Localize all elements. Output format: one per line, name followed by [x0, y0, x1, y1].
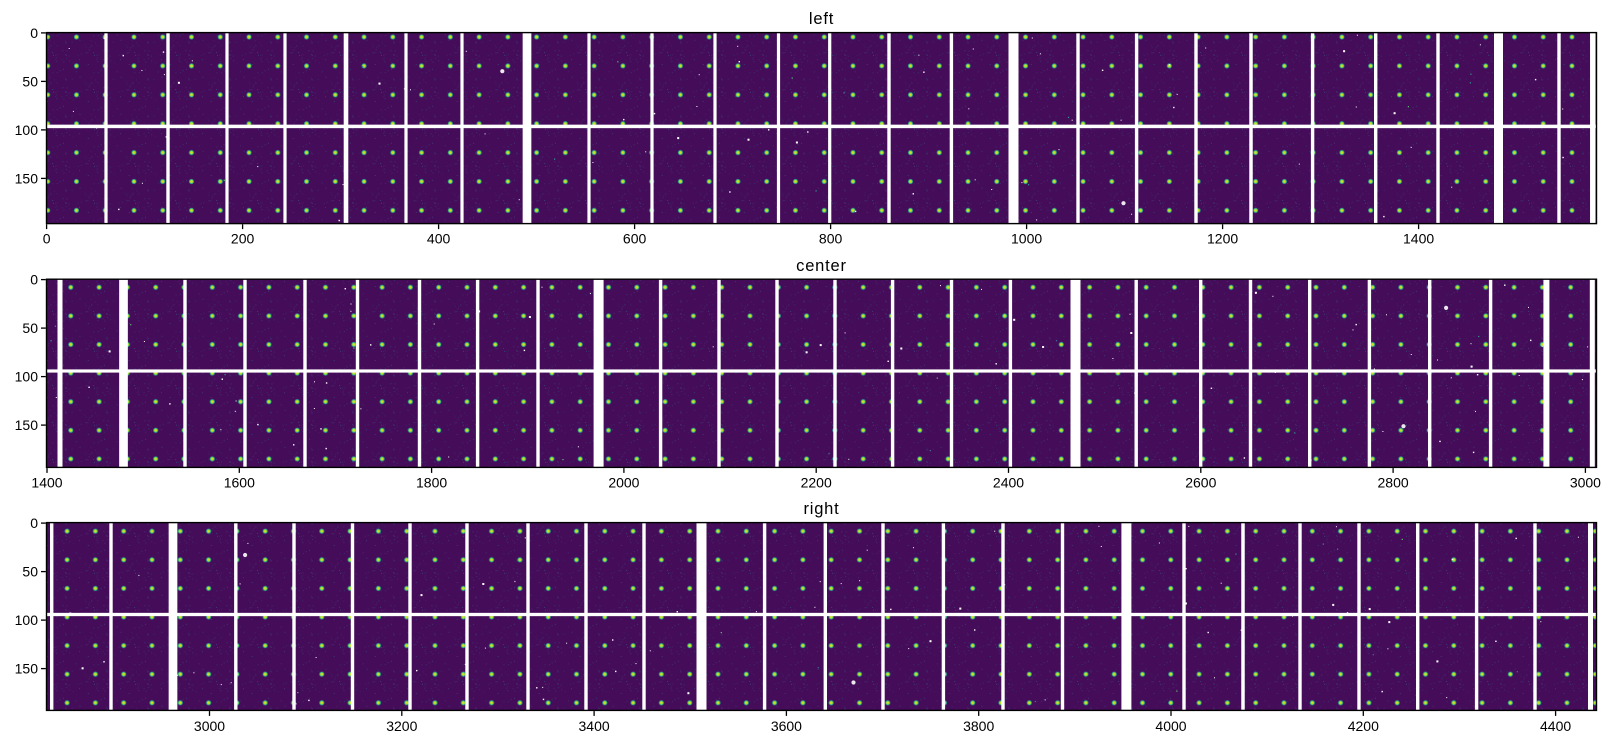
svg-text:3400: 3400: [579, 718, 610, 734]
svg-text:100: 100: [15, 369, 39, 385]
svg-text:50: 50: [22, 320, 38, 336]
svg-text:600: 600: [623, 231, 647, 247]
svg-text:4000: 4000: [1155, 718, 1186, 734]
svg-text:150: 150: [15, 170, 39, 186]
svg-text:left: left: [809, 10, 834, 28]
svg-text:1400: 1400: [1403, 231, 1434, 247]
svg-text:200: 200: [231, 231, 255, 247]
svg-text:2400: 2400: [993, 474, 1024, 490]
svg-text:2800: 2800: [1378, 474, 1409, 490]
svg-text:2000: 2000: [608, 474, 639, 490]
svg-text:4400: 4400: [1540, 718, 1571, 734]
svg-text:800: 800: [819, 231, 843, 247]
svg-text:150: 150: [15, 661, 39, 677]
svg-text:right: right: [803, 500, 839, 518]
svg-text:1600: 1600: [224, 474, 255, 490]
svg-text:100: 100: [15, 122, 39, 138]
svg-text:150: 150: [15, 417, 39, 433]
svg-text:1800: 1800: [416, 474, 447, 490]
svg-text:0: 0: [30, 272, 38, 288]
svg-text:2200: 2200: [801, 474, 832, 490]
svg-text:1200: 1200: [1207, 231, 1238, 247]
svg-text:3000: 3000: [1570, 474, 1601, 490]
svg-text:0: 0: [43, 231, 51, 247]
svg-text:400: 400: [427, 231, 451, 247]
svg-text:3000: 3000: [194, 718, 225, 734]
svg-text:4200: 4200: [1348, 718, 1379, 734]
svg-text:3800: 3800: [963, 718, 994, 734]
svg-text:50: 50: [22, 73, 38, 89]
svg-text:1000: 1000: [1011, 231, 1042, 247]
svg-text:50: 50: [22, 564, 38, 580]
svg-text:center: center: [796, 257, 847, 275]
svg-text:3200: 3200: [386, 718, 417, 734]
svg-text:0: 0: [30, 25, 38, 41]
svg-text:2600: 2600: [1185, 474, 1216, 490]
svg-text:3600: 3600: [771, 718, 802, 734]
svg-text:0: 0: [30, 515, 38, 531]
svg-text:100: 100: [15, 612, 39, 628]
svg-text:1400: 1400: [31, 474, 62, 490]
